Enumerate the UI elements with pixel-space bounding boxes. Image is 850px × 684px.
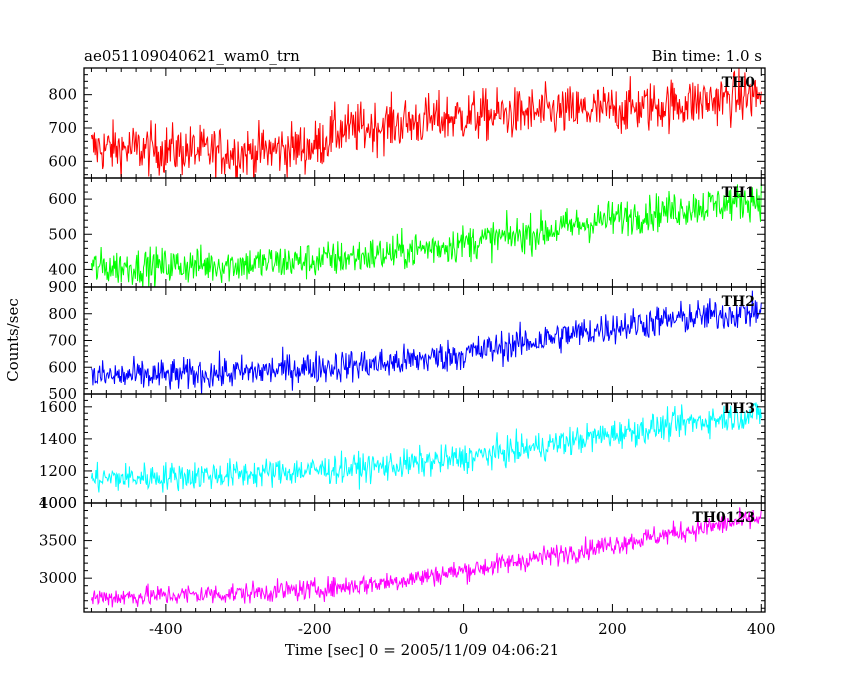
- y-tick-label: 1000: [39, 494, 77, 512]
- y-tick-label: 1200: [39, 462, 77, 480]
- panel-frame: [83, 393, 766, 504]
- y-tick-label: 800: [48, 305, 77, 323]
- series-line-th1: [90, 183, 762, 287]
- y-tick-label: 700: [48, 119, 77, 137]
- x-tick-label: 0: [459, 620, 469, 638]
- y-tick-label: 400: [48, 260, 77, 278]
- x-tick-label: -200: [298, 620, 332, 638]
- panel-label-th2: TH2: [722, 294, 755, 310]
- series-line-th0: [90, 68, 762, 178]
- series-line-th2: [90, 290, 762, 394]
- x-tick-label: 400: [747, 620, 776, 638]
- y-tick-label: 4000: [39, 494, 77, 512]
- series-line-th0123: [90, 507, 762, 608]
- y-tick-label: 600: [48, 152, 77, 170]
- y-tick-label: 600: [48, 358, 77, 376]
- y-tick-label: 3000: [39, 569, 77, 587]
- panel-label-th3: TH3: [722, 401, 755, 417]
- y-tick-label: 800: [48, 86, 77, 104]
- y-tick-label: 700: [48, 332, 77, 350]
- chart-title-left: ae051109040621_wam0_trn: [84, 47, 300, 65]
- panel-frame: [83, 502, 766, 613]
- y-tick-label: 600: [48, 190, 77, 208]
- y-tick-label: 900: [48, 278, 77, 296]
- y-tick-label: 500: [48, 385, 77, 403]
- chart-title-right: Bin time: 1.0 s: [652, 47, 762, 65]
- y-tick-label: 1600: [39, 398, 77, 416]
- panel-frame: [83, 286, 766, 395]
- panel-label-th0123: TH0123: [692, 510, 755, 526]
- y-tick-label: 500: [48, 225, 77, 243]
- panel-label-th0: TH0: [722, 75, 756, 91]
- y-tick-label: 1400: [39, 430, 77, 448]
- panel-stack: 600 700 800 TH0 400 500 600 TH1 500 600 700 800 900 T…: [39, 67, 776, 638]
- series-line-th3: [90, 402, 762, 493]
- x-tick-label: 200: [598, 620, 627, 638]
- y-axis-label: Counts/sec: [4, 298, 22, 382]
- y-tick-label: 3500: [39, 532, 77, 550]
- x-tick-label: -400: [149, 620, 183, 638]
- x-axis-label: Time [sec] 0 = 2005/11/09 04:06:21: [285, 641, 559, 659]
- panel-label-th1: TH1: [722, 185, 755, 201]
